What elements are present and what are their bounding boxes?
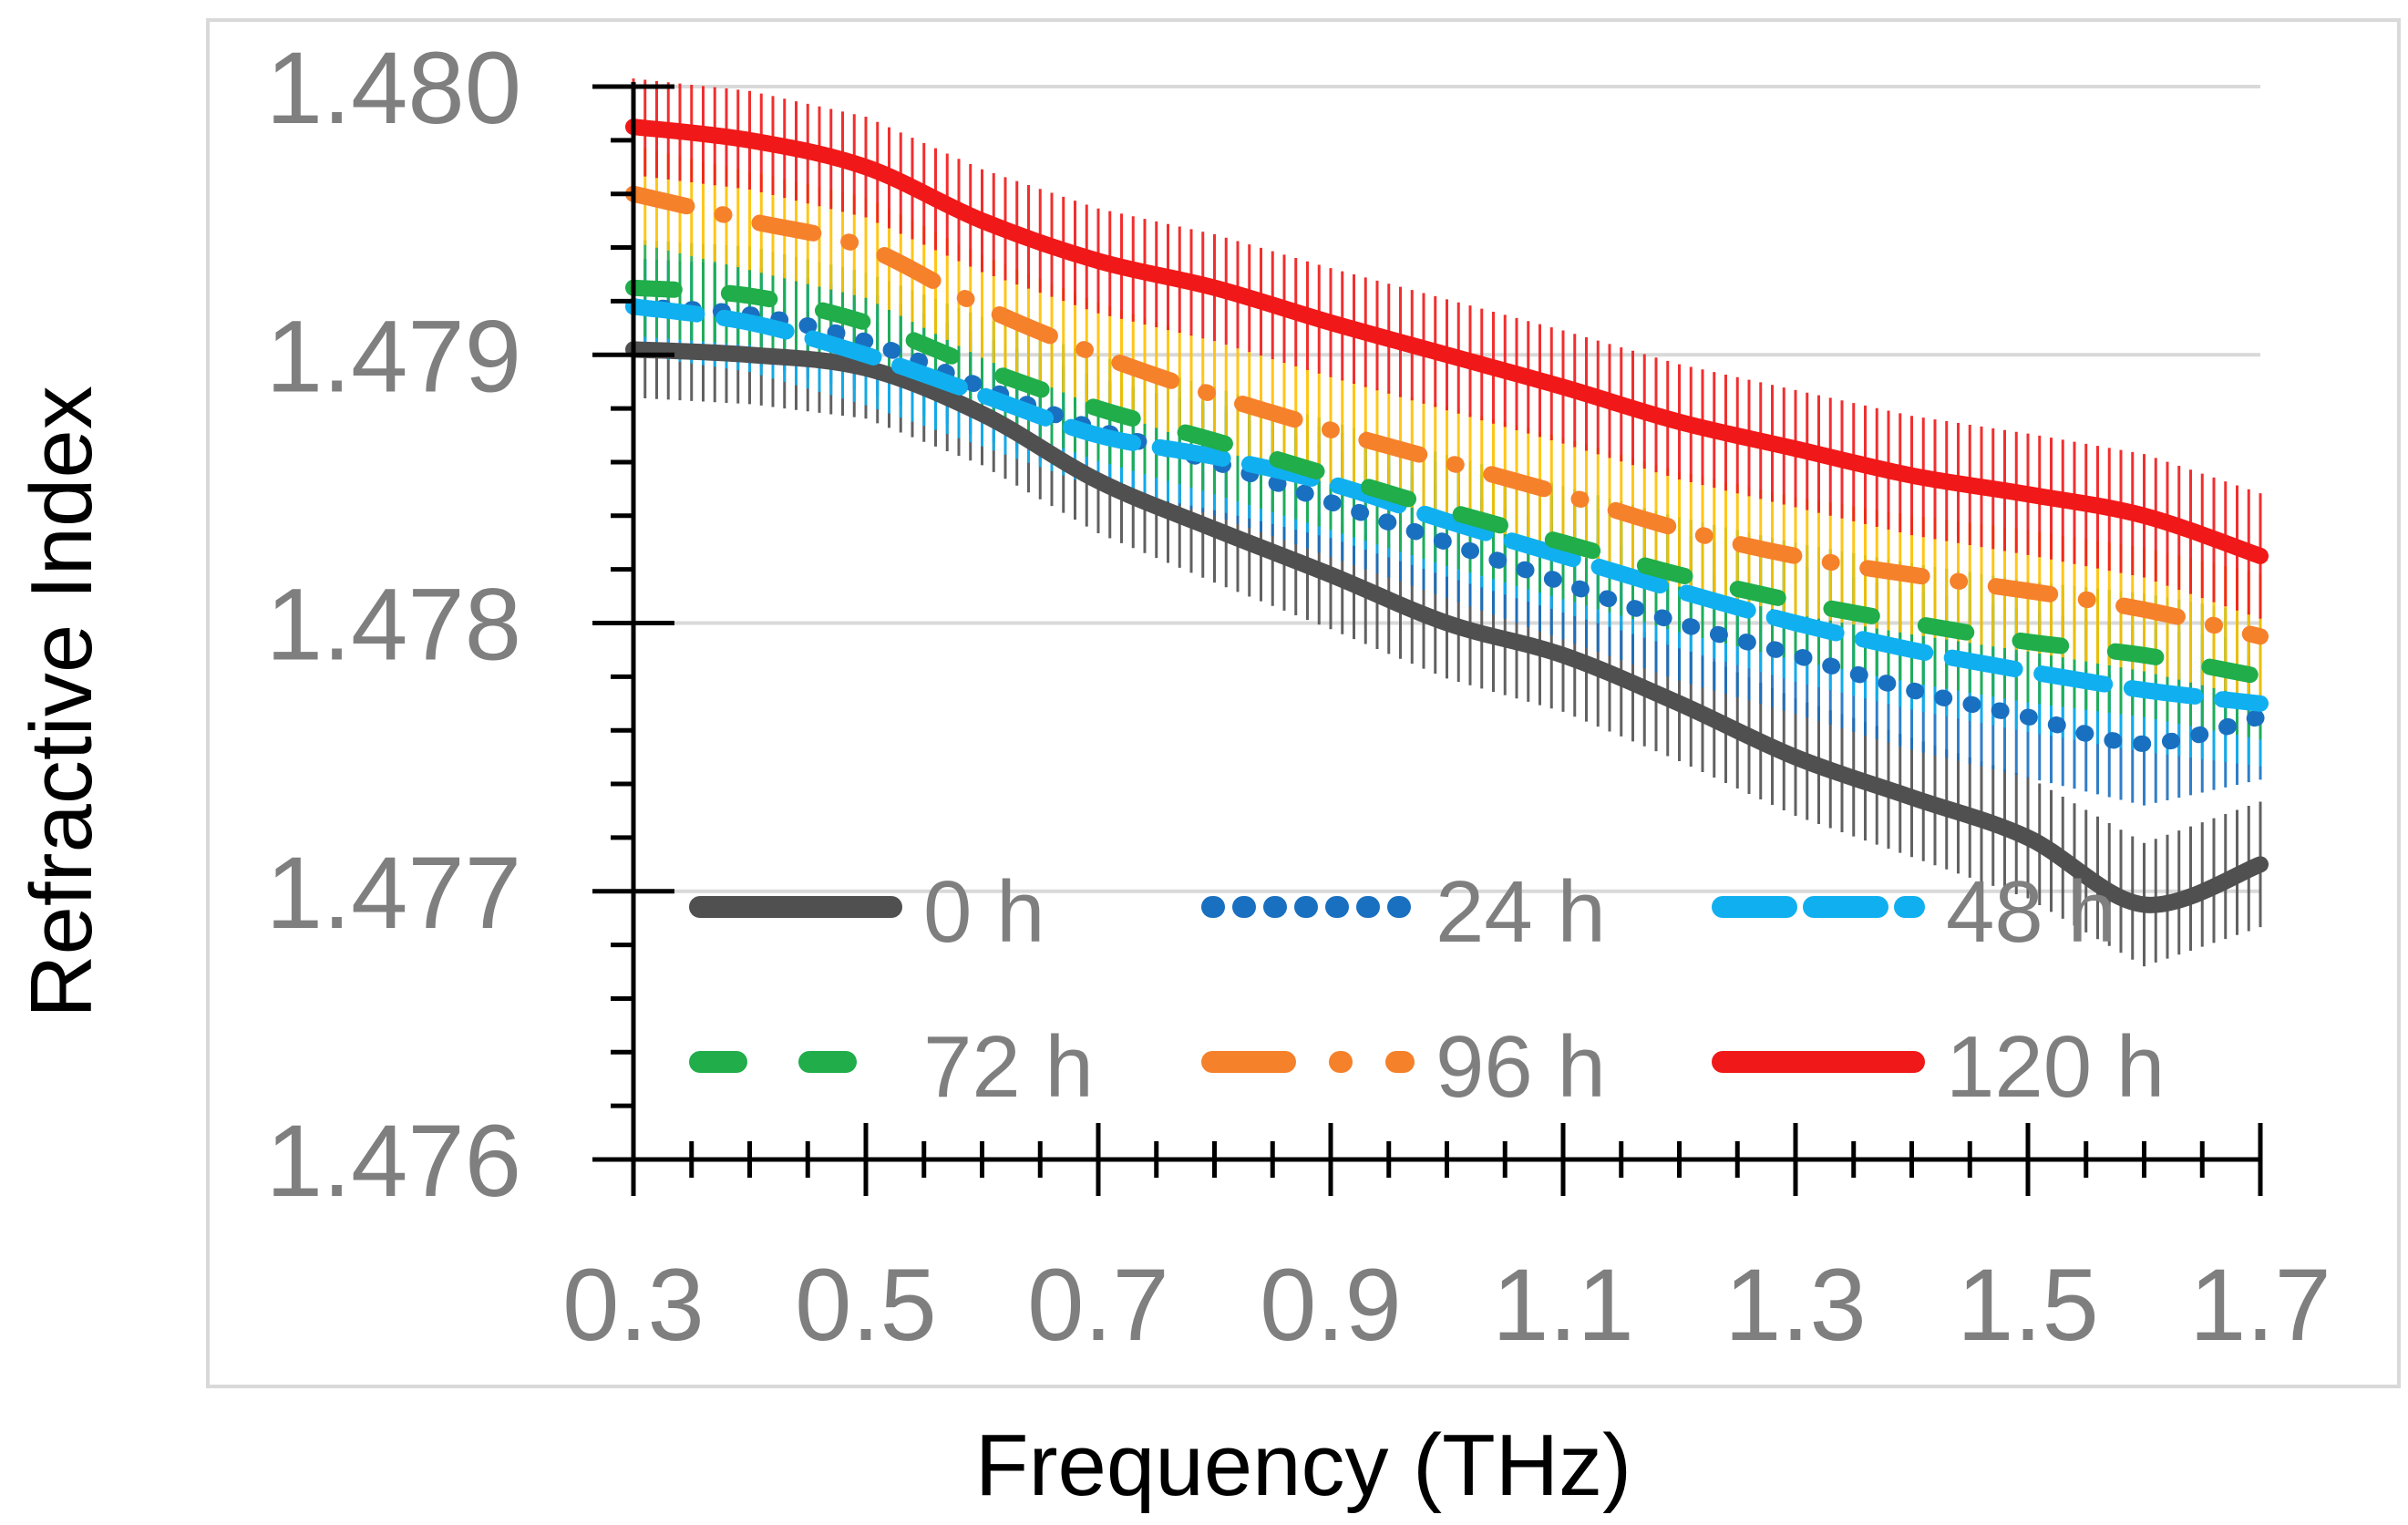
y-tick-label: 1.476	[266, 1104, 521, 1218]
x-tick-label: 1.3	[1724, 1248, 1867, 1362]
chart-frame	[206, 18, 2401, 1388]
legend-item-0h: 0 h	[689, 863, 1044, 961]
x-tick-label: 0.5	[795, 1248, 937, 1362]
y-tick-label: 1.478	[266, 568, 521, 682]
x-tick-label: 1.5	[1957, 1248, 2099, 1362]
y-axis-title: Refractive Index	[13, 386, 110, 1018]
x-tick-label: 0.3	[562, 1248, 705, 1362]
y-tick-label: 1.479	[266, 299, 521, 413]
series-line-24h	[625, 298, 2269, 752]
x-tick-label: 1.7	[2189, 1248, 2331, 1362]
legend-label: 96 h	[1436, 1018, 1606, 1116]
series-lines	[625, 118, 2269, 913]
y-tick-label: 1.480	[266, 31, 521, 145]
x-tick-labels: 0.3 0.5 0.7 0.9 1.1 1.3 1.5 1.7	[562, 1248, 2331, 1362]
legend-label: 120 h	[1946, 1018, 2165, 1116]
legend-label: 48 h	[1946, 863, 2116, 961]
legend-label: 72 h	[923, 1018, 1094, 1116]
legend-label: 0 h	[923, 863, 1044, 961]
axes	[592, 82, 2263, 1196]
x-tick-label: 1.1	[1492, 1248, 1634, 1362]
x-axis-title: Frequency (THz)	[975, 1417, 1631, 1514]
y-tick-labels: 1.476 1.477 1.478 1.479 1.480	[266, 31, 521, 1218]
x-tick-label: 0.7	[1027, 1248, 1169, 1362]
series-line-48h	[625, 298, 2269, 712]
series-line-96h	[625, 185, 2269, 645]
legend-item-48h: 48 h	[1712, 863, 2116, 961]
y-tick-label: 1.477	[266, 836, 521, 950]
legend-item-120h: 120 h	[1712, 1018, 2165, 1116]
series-line-120h	[625, 118, 2269, 564]
legend: 0 h 24 h 48 h 72 h 96 h 120 h	[689, 863, 2165, 1116]
legend-item-24h: 24 h	[1201, 863, 1606, 961]
legend-label: 24 h	[1436, 863, 1606, 961]
x-tick-label: 0.9	[1260, 1248, 1402, 1362]
series-line-0h	[625, 341, 2269, 913]
legend-item-72h: 72 h	[689, 1018, 1094, 1116]
legend-item-96h: 96 h	[1201, 1018, 1606, 1116]
